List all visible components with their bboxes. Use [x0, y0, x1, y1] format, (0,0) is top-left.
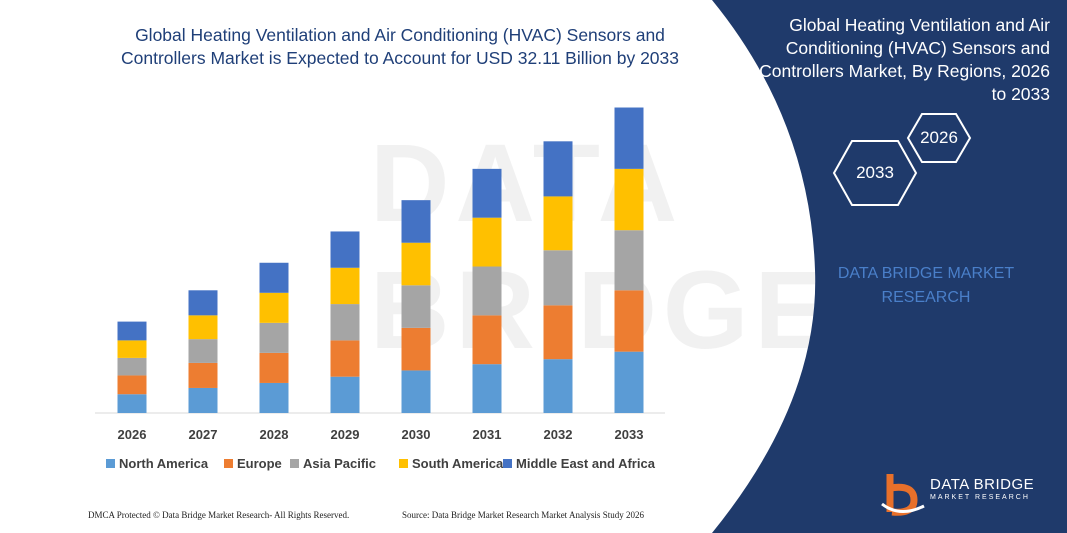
legend-item-north-america: North America: [106, 456, 209, 471]
x-tick-label: 2027: [189, 427, 218, 442]
bar-segment-2028-europe: [259, 352, 289, 383]
hex-2033-shape: [832, 140, 918, 206]
legend-label: Middle East and Africa: [516, 456, 656, 471]
bar-segment-2029-south-america: [330, 267, 360, 305]
logo-mark: [881, 474, 925, 516]
bar-segment-2032-europe: [543, 305, 573, 360]
bar-segment-2026-north-america: [117, 394, 147, 413]
bar-segment-2033-south-america: [614, 168, 644, 231]
x-tick-label: 2026: [118, 427, 147, 442]
brand-text: DATA BRIDGE MARKET RESEARCH: [837, 265, 1015, 306]
legend-item-south-america: South America: [399, 456, 504, 471]
bar-segment-2032-north-america: [543, 359, 573, 413]
bar-segment-2026-middle-east-and-africa: [117, 321, 147, 341]
bar-segment-2030-europe: [401, 327, 431, 371]
bar-segment-2027-middle-east-and-africa: [188, 290, 218, 316]
panel-title: Global Heating Ventilation and Air Condi…: [759, 15, 1050, 104]
bar-segment-2026-europe: [117, 375, 147, 395]
bar-segment-2029-asia-pacific: [330, 304, 360, 341]
bar-segment-2029-north-america: [330, 376, 360, 413]
legend-swatch: [290, 459, 299, 468]
bar-segment-2031-middle-east-and-africa: [472, 168, 502, 218]
bar-segment-2030-asia-pacific: [401, 285, 431, 328]
bar-segment-2029-middle-east-and-africa: [330, 231, 360, 268]
panel-shape: [712, 0, 1067, 533]
x-tick-label: 2028: [260, 427, 289, 442]
bar-segment-2031-north-america: [472, 364, 502, 413]
legend-label: Asia Pacific: [303, 456, 376, 471]
bar-segment-2030-middle-east-and-africa: [401, 200, 431, 243]
hex-label-2033: 2033: [856, 163, 894, 182]
bar-segment-2028-south-america: [259, 292, 289, 323]
bar-segment-2031-south-america: [472, 217, 502, 267]
x-tick-label: 2030: [402, 427, 431, 442]
logo-subtitle: MARKET RESEARCH: [930, 494, 1030, 501]
bar-segment-2027-south-america: [188, 315, 218, 340]
bar-segment-2029-europe: [330, 340, 360, 377]
bar-segment-2031-asia-pacific: [472, 266, 502, 316]
bar-segment-2032-middle-east-and-africa: [543, 141, 573, 197]
hex-label-2026: 2026: [920, 128, 958, 147]
logo-name: DATA BRIDGE: [930, 476, 1035, 493]
bar-segment-2033-europe: [614, 290, 644, 352]
legend-swatch: [106, 459, 115, 468]
legend-swatch: [399, 459, 408, 468]
legend-item-asia-pacific: Asia Pacific: [290, 456, 376, 471]
legend-label: Europe: [237, 456, 282, 471]
bar-segment-2026-south-america: [117, 340, 147, 358]
hex-2026-shape: [906, 113, 972, 163]
bar-segment-2033-asia-pacific: [614, 230, 644, 291]
bar-segment-2027-north-america: [188, 387, 218, 413]
x-tick-label: 2031: [473, 427, 502, 442]
footer-source: Source: Data Bridge Market Research Mark…: [402, 510, 644, 520]
legend-swatch: [224, 459, 233, 468]
bar-segment-2033-middle-east-and-africa: [614, 107, 644, 169]
legend-swatch: [503, 459, 512, 468]
legend-item-middle-east-and-africa: Middle East and Africa: [503, 456, 656, 471]
footer-copyright: DMCA Protected © Data Bridge Market Rese…: [88, 510, 350, 520]
bar-segment-2026-asia-pacific: [117, 357, 147, 376]
bar-segment-2027-asia-pacific: [188, 339, 218, 363]
bar-segment-2028-asia-pacific: [259, 322, 289, 353]
bar-segment-2027-europe: [188, 362, 218, 388]
legend-label: North America: [119, 456, 209, 471]
chart-title: Global Heating Ventilation and Air Condi…: [120, 25, 679, 68]
bar-segment-2028-north-america: [259, 382, 289, 413]
x-tick-label: 2033: [615, 427, 644, 442]
x-tick-label: 2029: [331, 427, 360, 442]
bar-segment-2031-europe: [472, 315, 502, 365]
bar-segment-2030-north-america: [401, 370, 431, 413]
bar-segment-2033-north-america: [614, 351, 644, 413]
bar-segment-2030-south-america: [401, 242, 431, 286]
legend-item-europe: Europe: [224, 456, 282, 471]
legend-label: South America: [412, 456, 504, 471]
bar-segment-2028-middle-east-and-africa: [259, 262, 289, 293]
bar-segment-2032-south-america: [543, 196, 573, 251]
bar-segment-2032-asia-pacific: [543, 250, 573, 306]
x-tick-label: 2032: [544, 427, 573, 442]
